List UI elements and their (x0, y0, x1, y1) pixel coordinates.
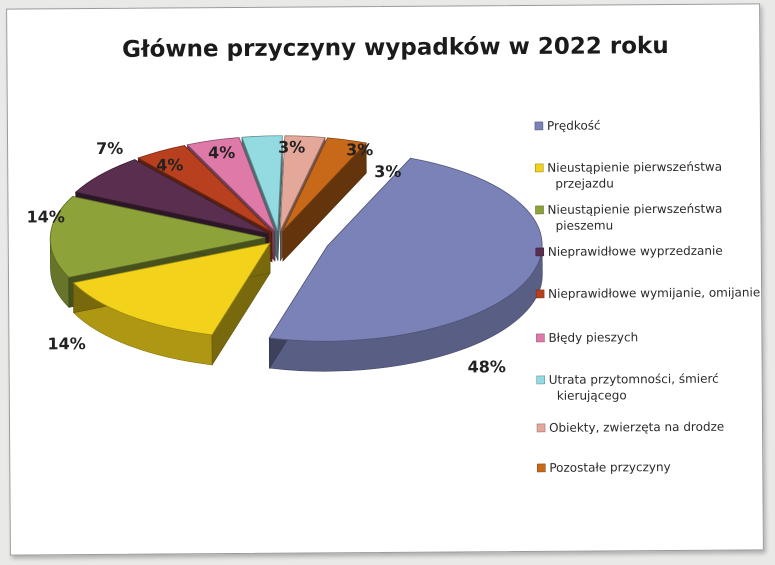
legend-label: Nieustąpienie pierwszeństwa (547, 202, 722, 217)
percent-label-7: 3% (278, 138, 305, 157)
percent-label-9: 3% (374, 162, 401, 181)
legend-item-5: Nieprawidłowe wymijanie, omijanie (535, 285, 760, 301)
legend-swatch (535, 205, 544, 215)
legend-swatch (534, 121, 544, 131)
percent-labels: 48%14%14%7%4%4% 3% 3%3% (26, 138, 506, 377)
legend-swatch (536, 423, 546, 433)
percent-label-2: 14% (47, 334, 85, 353)
legend-label: Utrata przytomności, śmierć (549, 372, 719, 387)
percent-label-1: 48% (468, 357, 506, 376)
legend-label: kierującego (557, 388, 627, 402)
legend-item-1: Prędkość (534, 118, 601, 133)
percent-label-8: 3% (346, 140, 373, 159)
pie-slice-2 (72, 242, 271, 366)
percent-label-6: 4% (208, 143, 235, 162)
legend-label: Prędkość (547, 118, 601, 132)
legend-swatch (535, 289, 545, 299)
percent-label-5: 4% (156, 155, 183, 174)
pie-group (49, 135, 543, 372)
legend-label: Błędy pieszych (548, 330, 638, 345)
legend-item-8: Obiekty, zwierzęta na drodze (536, 420, 724, 435)
percent-label-3: 14% (26, 207, 64, 226)
legend-label: Nieustąpienie pierwszeństwa (547, 160, 722, 175)
legend-item-6: Błędy pieszych (536, 330, 638, 345)
chart-card: Główne przyczyny wypadków w 2022 roku 48… (6, 3, 764, 556)
legend-item-9: Pozostałe przyczyny (537, 460, 671, 475)
pie-slice-1 (268, 157, 543, 372)
percent-label-4: 7% (96, 139, 123, 158)
legend-label: przejazdu (555, 176, 614, 190)
legend-label: Nieprawidłowe wyprzedzanie (548, 244, 723, 259)
pie-slice-9 (282, 137, 367, 262)
pie-chart: Główne przyczyny wypadków w 2022 roku 48… (26, 33, 760, 475)
legend-swatch (534, 163, 544, 173)
legend-label: Obiekty, zwierzęta na drodze (549, 420, 724, 435)
legend-swatch (536, 333, 545, 343)
legend-label: Nieprawidłowe wymijanie, omijanie (548, 285, 760, 300)
legend-label: pieszemu (556, 218, 614, 232)
legend-swatch (535, 247, 545, 257)
legend-label: Pozostałe przyczyny (549, 460, 670, 475)
legend-swatch (537, 463, 546, 473)
chart-title: Główne przyczyny wypadków w 2022 roku (122, 33, 669, 63)
legend-item-4: Nieprawidłowe wyprzedzanie (535, 244, 723, 259)
legend-swatch (536, 375, 545, 385)
